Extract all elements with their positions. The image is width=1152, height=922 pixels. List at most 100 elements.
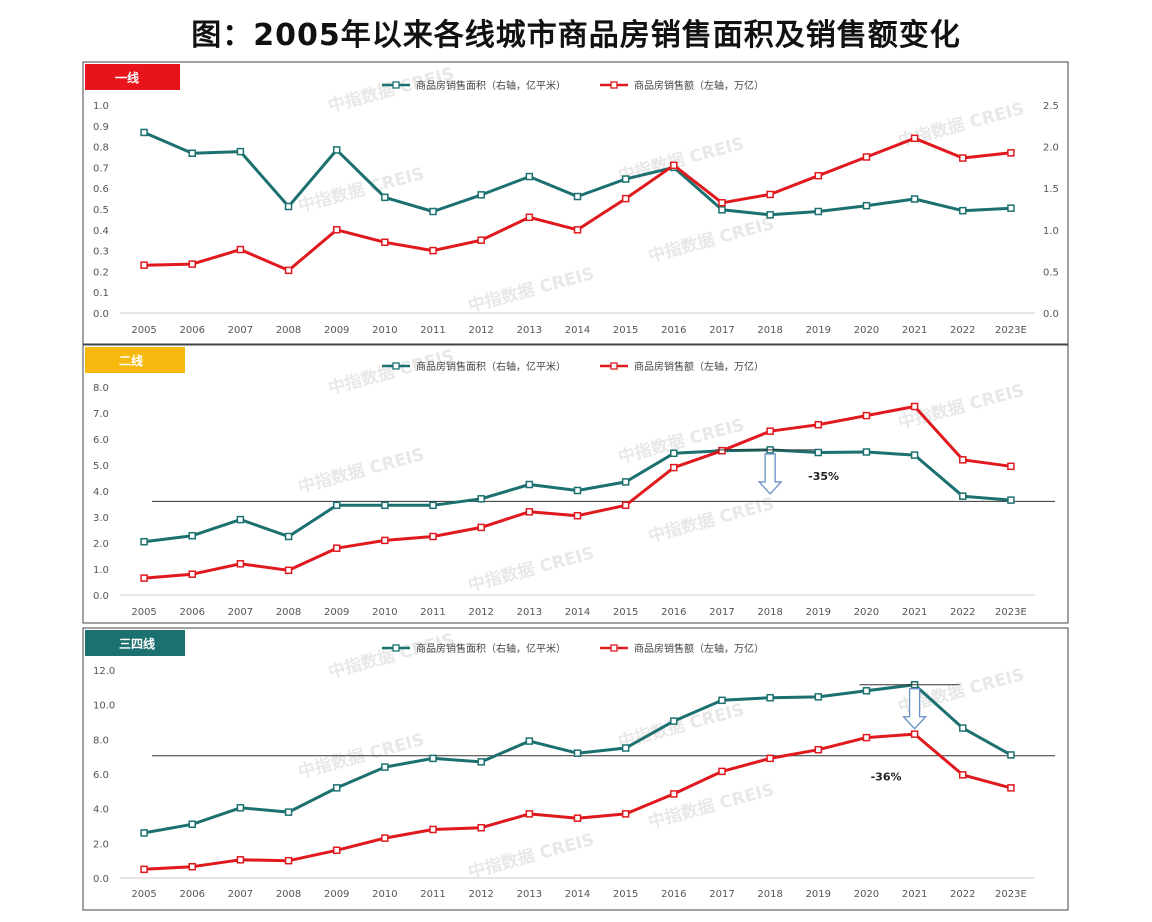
data-point-sales (621, 501, 630, 510)
y-left-tick-label: 6.0 (93, 770, 109, 781)
data-point-area (188, 149, 196, 158)
data-point-area (284, 808, 293, 816)
legend-label-sales: 商品房销售额（左轴，万亿） (634, 642, 764, 655)
x-tick-label: 2023E (995, 325, 1027, 336)
data-point-sales (959, 154, 967, 162)
data-point-sales (284, 566, 293, 575)
data-point-sales (670, 790, 678, 798)
x-tick-label: 2012 (468, 889, 493, 900)
y-left-tick-label: 12.0 (93, 666, 115, 677)
data-point-area (1007, 496, 1015, 504)
x-tick-label: 2008 (276, 607, 301, 618)
x-tick-label: 2007 (228, 325, 253, 336)
x-tick-label: 2015 (613, 607, 638, 618)
data-point-sales (862, 733, 871, 742)
panel-badge-label: 二线 (119, 353, 143, 368)
data-point-sales (670, 161, 678, 170)
data-point-sales (814, 420, 823, 429)
y-right-tick-label: 2.0 (1043, 143, 1059, 154)
data-point-area (862, 201, 871, 210)
x-tick-label: 2010 (372, 325, 397, 336)
data-point-area (814, 448, 823, 457)
data-point-sales (188, 260, 196, 268)
data-point-sales (573, 511, 582, 520)
x-tick-label: 2009 (324, 889, 349, 900)
data-point-area (621, 744, 630, 752)
data-point-area (429, 207, 437, 216)
y-right-tick-label: 1.0 (1043, 226, 1059, 237)
data-point-sales (477, 523, 485, 532)
legend-label-area: 商品房销售面积（右轴，亿平米） (416, 360, 566, 373)
panel-badge (85, 347, 185, 373)
data-point-sales (621, 810, 630, 818)
x-tick-label: 2021 (902, 607, 927, 618)
data-point-sales (188, 862, 196, 871)
data-point-area (284, 532, 293, 541)
data-point-sales (429, 246, 437, 255)
x-tick-label: 2014 (565, 889, 590, 900)
data-point-area (959, 492, 967, 500)
panel-badge-label: 三四线 (119, 636, 155, 651)
data-point-sales (381, 536, 389, 545)
y-left-tick-label: 2.0 (93, 539, 109, 550)
data-point-area (429, 501, 437, 510)
x-tick-label: 2006 (180, 607, 205, 618)
x-tick-label: 2006 (180, 889, 205, 900)
x-tick-label: 2019 (806, 325, 831, 336)
y-left-tick-label: 4.0 (93, 487, 109, 498)
data-point-area (1007, 204, 1015, 212)
x-tick-label: 2017 (709, 325, 734, 336)
y-left-tick-label: 8.0 (93, 383, 109, 394)
y-left-tick-label: 1.0 (93, 101, 109, 112)
legend-marker-area (392, 362, 400, 370)
panel-border (82, 627, 1069, 911)
data-point-sales (140, 865, 148, 874)
data-point-area (381, 193, 389, 202)
data-point-area (429, 754, 437, 763)
y-left-tick-label: 0.0 (93, 309, 109, 320)
data-point-sales (1007, 149, 1015, 157)
y-left-tick-label: 0.4 (93, 226, 109, 237)
data-point-sales (236, 856, 245, 864)
data-point-area (140, 128, 148, 137)
data-point-area (573, 486, 582, 495)
y-left-tick-label: 0.1 (93, 288, 109, 299)
data-point-area (381, 501, 389, 510)
x-tick-label: 2022 (950, 607, 975, 618)
legend-label-sales: 商品房销售额（左轴，万亿） (634, 79, 764, 92)
data-point-area (477, 758, 485, 766)
decline-arrow-icon (902, 688, 928, 730)
data-point-area (1007, 751, 1015, 759)
legend-label-sales: 商品房销售额（左轴，万亿） (634, 360, 764, 373)
legend-label-area: 商品房销售面积（右轴，亿平米） (416, 79, 566, 92)
data-point-area (862, 687, 871, 695)
data-point-sales (381, 834, 389, 842)
data-point-sales (959, 771, 967, 779)
data-point-sales (766, 190, 774, 199)
x-tick-label: 2007 (228, 607, 253, 618)
data-point-sales (188, 570, 196, 578)
x-tick-label: 2016 (661, 325, 686, 336)
data-point-sales (477, 236, 485, 244)
data-point-area (525, 172, 534, 181)
data-point-sales (1007, 784, 1015, 792)
data-point-area (621, 175, 630, 183)
data-point-area (573, 749, 582, 757)
decline-annotation: -36% (871, 771, 902, 784)
data-point-area (525, 480, 534, 489)
data-point-sales (718, 446, 726, 455)
y-right-tick-label: 1.5 (1043, 184, 1059, 195)
data-point-area (670, 717, 678, 725)
x-tick-label: 2008 (276, 889, 301, 900)
data-point-sales (284, 856, 293, 865)
data-point-sales (332, 846, 341, 855)
data-point-sales (862, 411, 871, 420)
data-point-sales (1007, 462, 1015, 471)
data-point-area (959, 206, 967, 215)
data-point-sales (910, 730, 919, 738)
data-point-area (766, 693, 774, 702)
data-point-area (814, 207, 823, 216)
